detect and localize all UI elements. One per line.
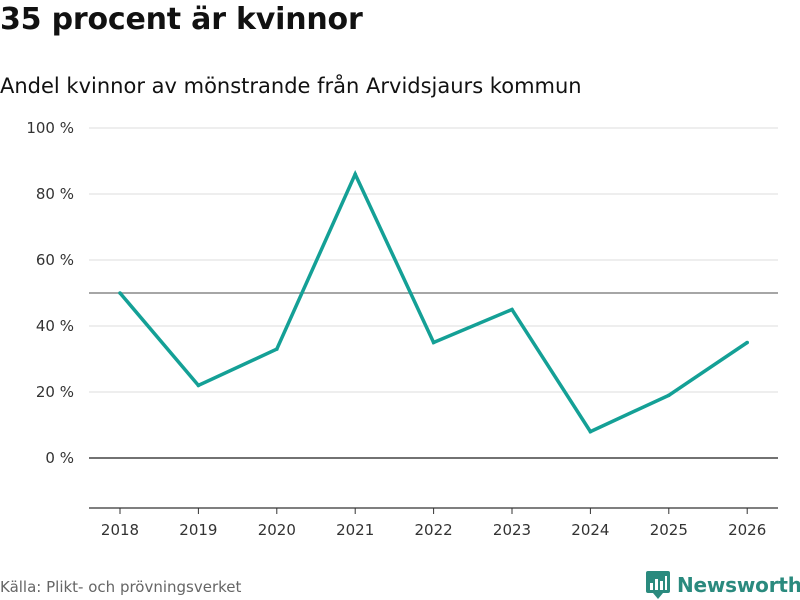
x-tick-label: 2024 xyxy=(571,521,609,539)
newsworthy-logo: Newsworthy xyxy=(645,570,800,600)
brand-name: Newsworthy xyxy=(677,573,800,597)
data-point xyxy=(745,340,749,345)
data-point xyxy=(353,172,358,176)
y-tick-label: 40 % xyxy=(36,317,74,335)
x-tick-label: 2026 xyxy=(728,521,766,539)
source-note: Källa: Plikt- och prövningsverket xyxy=(0,578,242,596)
data-point xyxy=(118,291,122,295)
x-tick-label: 2018 xyxy=(101,521,139,539)
x-tick-label: 2025 xyxy=(650,521,688,539)
x-tick-label: 2020 xyxy=(258,521,296,539)
x-tick-label: 2022 xyxy=(415,521,453,539)
y-tick-label: 0 % xyxy=(45,449,74,467)
y-tick-label: 60 % xyxy=(36,251,74,269)
y-tick-label: 20 % xyxy=(36,383,74,401)
data-point xyxy=(275,347,279,351)
data-point xyxy=(667,393,671,398)
x-tick-label: 2019 xyxy=(179,521,217,539)
x-tick-label: 2021 xyxy=(336,521,374,539)
y-tick-label: 80 % xyxy=(36,185,74,203)
data-point xyxy=(510,307,514,312)
series-line xyxy=(118,169,749,434)
data-point xyxy=(196,383,201,388)
data-point xyxy=(431,340,436,345)
line-chart: 0 % 20 % 40 % 60 % 80 % 100 % 2018 2019 2020 2021… xyxy=(26,119,778,539)
chart-title: 35 procent är kvinnor xyxy=(0,2,363,37)
chart-subtitle: Andel kvinnor av mönstrande från Arvidsj… xyxy=(0,74,582,98)
y-tick-label: 100 % xyxy=(26,119,74,137)
data-point xyxy=(588,429,593,434)
x-tick-label: 2023 xyxy=(493,521,531,539)
newsworthy-logo-icon xyxy=(646,571,670,599)
